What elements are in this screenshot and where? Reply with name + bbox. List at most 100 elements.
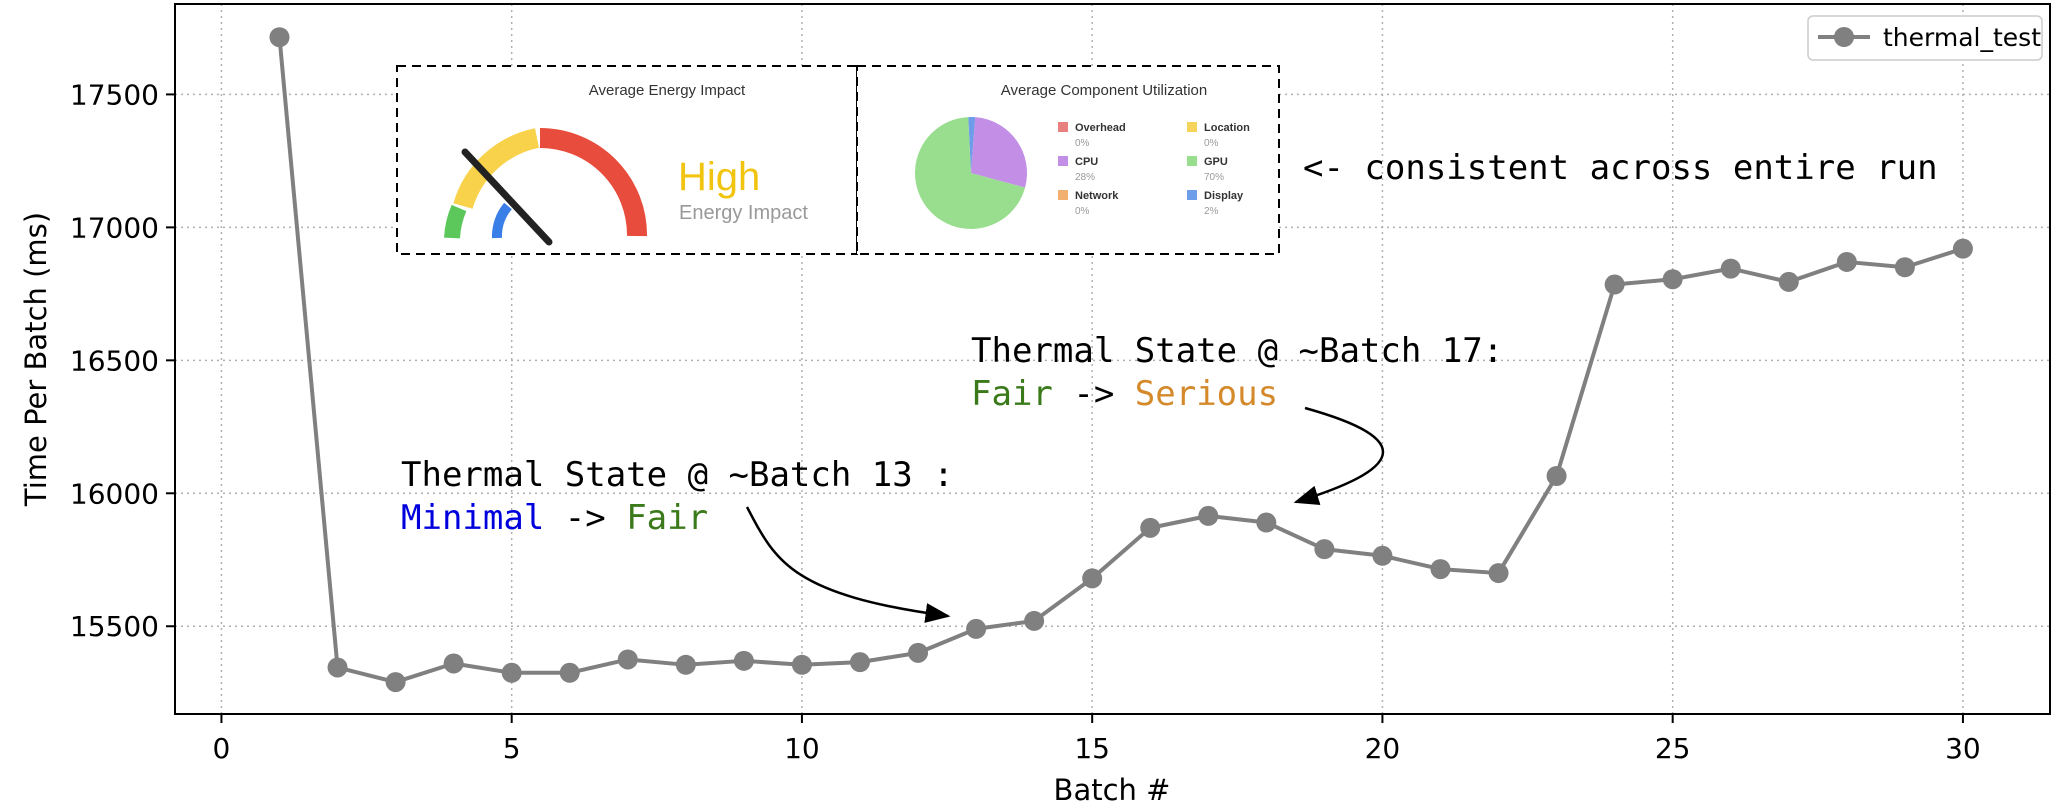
data-point	[1314, 539, 1335, 560]
data-point	[791, 654, 812, 675]
annotation-batch17-from: Fair	[971, 374, 1053, 414]
data-point	[559, 662, 580, 683]
x-tick-label: 20	[1365, 732, 1401, 765]
legend-pct-network: 0%	[1075, 206, 1090, 217]
gauge-red-segment	[539, 128, 648, 237]
data-point	[1894, 257, 1915, 278]
annotation-batch13-to: Fair	[626, 498, 708, 538]
legend-swatch-cpu	[1058, 156, 1068, 166]
x-tick-label: 15	[1074, 732, 1110, 765]
legend-swatch-network	[1058, 190, 1068, 200]
data-point	[1024, 610, 1045, 631]
data-point	[385, 672, 406, 693]
data-point	[269, 27, 290, 48]
y-tick-label: 15500	[70, 610, 159, 643]
annotation-arrow-batch17	[1293, 406, 1385, 505]
energy-level-text: High	[678, 155, 760, 199]
gauge-yellow-segment	[453, 128, 540, 210]
annotation-arrow-batch13	[745, 506, 951, 623]
y-tick-label: 16000	[70, 477, 159, 510]
data-point	[966, 618, 987, 639]
inset-utilization-panel: Average Component Utilization Overhead 0%…	[856, 65, 1280, 255]
legend-swatch-overhead	[1058, 122, 1068, 132]
y-tick-label: 16500	[70, 344, 159, 377]
legend-pct-display: 2%	[1204, 206, 1219, 217]
gauge-needle	[461, 148, 553, 246]
data-point	[1256, 512, 1277, 533]
axis-ticks: 0 5 10 15 20 25 30 15500 16000 16500 17000 17500	[70, 78, 1981, 765]
legend-label-location: Location	[1204, 122, 1250, 134]
annotation-batch13-transition: Minimal -> Fair	[401, 498, 708, 538]
data-point	[1430, 559, 1451, 580]
legend-swatch-display	[1187, 190, 1197, 200]
annotation-batch17-to: Serious	[1135, 374, 1278, 414]
y-tick-label: 17500	[70, 78, 159, 111]
pie-slice-cpu	[971, 117, 1027, 188]
legend-pct-gpu: 70%	[1204, 172, 1224, 183]
data-point	[908, 642, 929, 663]
legend: thermal_test	[1807, 15, 2043, 61]
data-point	[1952, 238, 1973, 259]
gauge-green-segment	[444, 204, 467, 239]
legend-label-display: Display	[1204, 190, 1244, 202]
data-point	[1836, 251, 1857, 272]
pie-slice-display	[968, 117, 976, 173]
legend-label-cpu: CPU	[1075, 156, 1098, 168]
data-point	[1720, 258, 1741, 279]
y-tick-label: 17000	[70, 211, 159, 244]
data-point	[1546, 466, 1567, 487]
x-tick-label: 10	[784, 732, 820, 765]
annotation-batch13-arrow: ->	[544, 498, 626, 538]
x-tick-label: 30	[1945, 732, 1981, 765]
data-point	[443, 653, 464, 674]
annotation-batch17-arrow: ->	[1053, 374, 1135, 414]
data-point	[1198, 505, 1219, 526]
energy-gauge	[444, 128, 648, 246]
utilization-legend: Overhead 0% Location 0% CPU 28% GPU 70% Network 0…	[1058, 122, 1250, 217]
legend-marker-swatch	[1834, 27, 1854, 47]
x-tick-label: 5	[503, 732, 521, 765]
legend-pct-overhead: 0%	[1075, 138, 1090, 149]
annotation-consistent-note: <- consistent across entire run	[1303, 148, 1938, 188]
data-point	[1140, 517, 1161, 538]
series-thermal-test	[269, 27, 1973, 693]
x-tick-label: 0	[213, 732, 231, 765]
data-point	[675, 654, 696, 675]
legend-pct-location: 0%	[1204, 138, 1219, 149]
data-point	[617, 649, 638, 670]
data-point	[1604, 274, 1625, 295]
data-point	[1488, 563, 1509, 584]
annotation-batch17-title: Thermal State @ ~Batch 17:	[971, 331, 1503, 371]
data-point	[733, 650, 754, 671]
legend-box	[1807, 15, 2043, 61]
utilization-pie	[915, 117, 1027, 229]
legend-label-gpu: GPU	[1204, 156, 1228, 168]
annotation-batch13-from: Minimal	[401, 498, 544, 538]
inset-energy-panel: Average Energy Impact High Energy Impact	[396, 65, 858, 255]
inset-energy-title: Average Energy Impact	[589, 82, 746, 99]
plot-frame	[174, 3, 2051, 715]
legend-pct-cpu: 28%	[1075, 172, 1095, 183]
x-tick-label: 25	[1655, 732, 1691, 765]
data-point	[1372, 545, 1393, 566]
inset-utilization-title: Average Component Utilization	[1001, 82, 1208, 99]
legend-swatch-gpu	[1187, 156, 1197, 166]
data-point	[501, 662, 522, 683]
energy-impact-subtext: Energy Impact	[679, 202, 808, 224]
annotation-batch17-transition: Fair -> Serious	[971, 374, 1278, 414]
gauge-blue-segment	[491, 202, 512, 239]
legend-swatch-location	[1187, 122, 1197, 132]
legend-label-network: Network	[1075, 190, 1119, 202]
data-point	[327, 657, 348, 678]
y-axis-label: Time Per Batch (ms)	[19, 212, 53, 507]
annotation-batch13-title: Thermal State @ ~Batch 13 :	[401, 455, 954, 495]
data-point	[1662, 269, 1683, 290]
data-point	[849, 652, 870, 673]
data-point	[1082, 568, 1103, 589]
legend-series-label: thermal_test	[1883, 23, 2041, 52]
x-axis-label: Batch #	[1054, 773, 1171, 807]
pie-slice-gpu	[915, 117, 1026, 229]
data-point	[1778, 271, 1799, 292]
legend-label-overhead: Overhead	[1075, 122, 1126, 134]
